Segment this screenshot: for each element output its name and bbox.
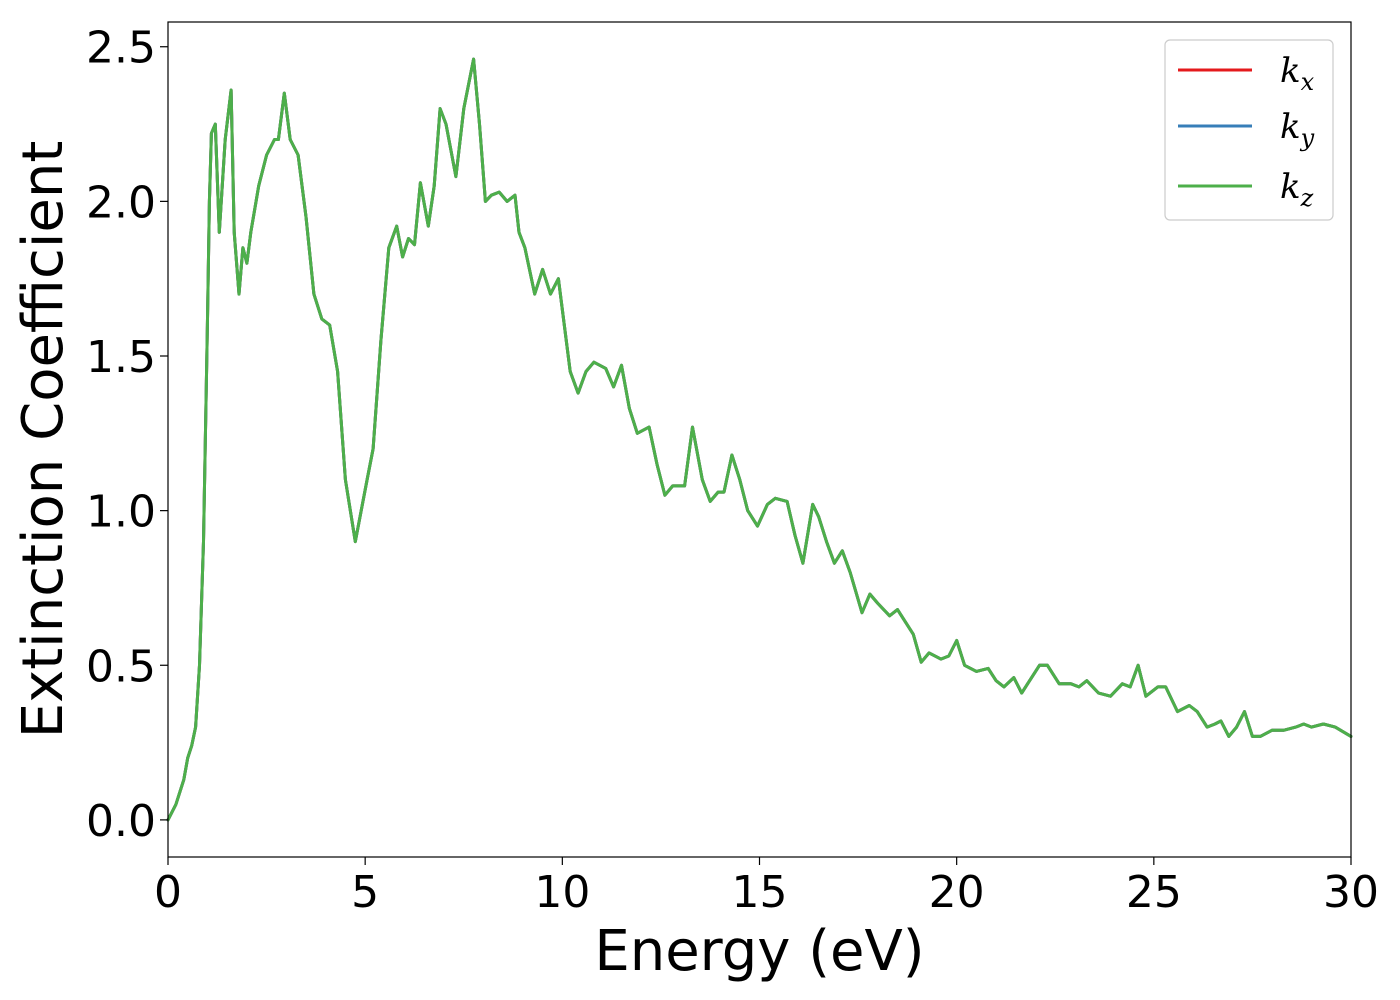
legend-symbol: k	[1280, 167, 1301, 207]
x-tick-label: 15	[732, 867, 788, 918]
x-tick-label: 10	[534, 867, 590, 918]
x-tick-label: 30	[1323, 867, 1379, 918]
legend-symbol: k	[1280, 51, 1301, 91]
legend-subscript: x	[1301, 68, 1315, 96]
y-tick-label: 1.0	[86, 487, 156, 538]
legend-label-kx: kx	[1280, 51, 1315, 96]
series-layer	[166, 57, 1353, 822]
legend-subscript: y	[1300, 124, 1315, 152]
x-tick-label: 25	[1126, 867, 1182, 918]
y-axis-ticks: 0.0 0.5 1.0 1.5 2.0 2.5	[86, 23, 168, 847]
x-tick-label: 20	[929, 867, 985, 918]
legend-subscript: z	[1300, 184, 1314, 212]
x-axis-ticks: 0 5 10 15 20 25 30	[154, 857, 1379, 918]
y-tick-label: 0.5	[86, 641, 156, 692]
x-tick-label: 0	[154, 867, 182, 918]
legend-box	[1164, 39, 1334, 221]
series-line-k-z	[166, 57, 1353, 822]
y-tick-label: 0.0	[86, 796, 156, 847]
y-tick-label: 1.5	[86, 332, 156, 383]
legend-label-ky: ky	[1280, 107, 1315, 152]
y-tick-label: 2.0	[86, 177, 156, 228]
y-tick-label: 2.5	[86, 23, 156, 74]
legend-label-kz: kz	[1280, 167, 1314, 212]
y-axis-title: Extinction Coefficient	[11, 141, 76, 739]
x-tick-label: 5	[351, 867, 379, 918]
x-axis-title: Energy (eV)	[594, 919, 924, 984]
legend-symbol: k	[1280, 107, 1301, 147]
